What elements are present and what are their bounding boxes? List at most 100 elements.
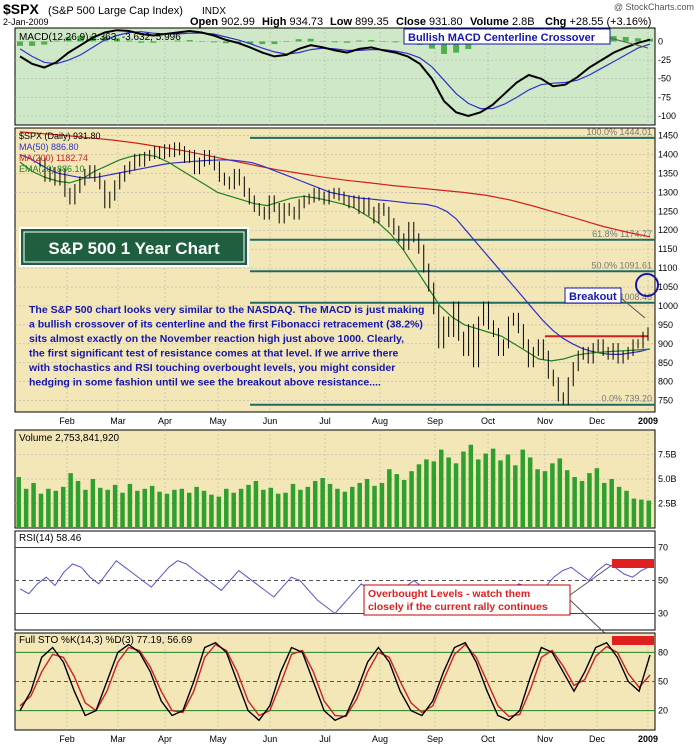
volume-bar-42	[327, 483, 333, 528]
macd-histogram-bar-9	[126, 40, 133, 42]
volume-tick-label-1: 5.0B	[658, 474, 677, 484]
commentary-line-3: the first significant test of resistance…	[29, 348, 399, 360]
volume-legend-text: Volume 2,753,841,920	[19, 433, 120, 444]
symbol-text: $SPX	[3, 1, 39, 17]
volume-bar-69	[527, 457, 533, 528]
volume-bar-62	[476, 459, 481, 528]
price-legend-1: MA(50) 886.80	[19, 142, 79, 152]
price-month-8: Oct	[481, 416, 496, 426]
rsi-tick-label-1: 50	[658, 576, 668, 586]
price-month-1: Mar	[110, 416, 126, 426]
ma200-line	[19, 131, 651, 238]
volume-bar-83	[631, 498, 637, 528]
macd-histogram-bar-26	[332, 41, 338, 43]
macd-histogram-bar-27	[344, 41, 351, 43]
volume-bar-37	[290, 483, 296, 528]
macd-histogram-bar-17	[222, 41, 229, 44]
macd-histogram-bar-13	[174, 40, 181, 42]
macd-histogram-bar-31	[392, 41, 399, 43]
macd-histogram-bar-4	[65, 36, 72, 42]
volume-bar-75	[572, 477, 577, 528]
volume-tick-label-0: 2.5B	[658, 499, 677, 509]
volume-bar-34	[268, 487, 273, 528]
macd-histogram-bar-16	[210, 41, 217, 43]
volume-bar-26	[209, 494, 214, 528]
price-tick-label-14: 1450	[658, 131, 678, 141]
stat-5-text: Chg +28.55 (+3.16%)	[545, 16, 651, 28]
rsi-overbought-marker	[612, 559, 654, 568]
volume-bar-30	[238, 488, 244, 528]
volume-bar-46	[357, 482, 362, 528]
stat-0-text: Open 902.99	[190, 16, 255, 28]
sto-month-8: Oct	[481, 734, 496, 744]
macd-histogram-bar-50	[622, 36, 629, 42]
fib-label-3: 38.2% 1008.46	[591, 292, 652, 302]
sto-month-0: Feb	[59, 734, 75, 744]
price-month-11: 2009	[638, 416, 658, 426]
volume-bar-55	[424, 459, 429, 528]
macd-tick-label-1: -25	[658, 55, 671, 65]
commentary-line-0: The S&P 500 chart looks very similar to …	[29, 304, 424, 316]
volume-bar-7	[68, 473, 73, 528]
sto-month-5: Jul	[319, 734, 331, 744]
macd-histogram-bar-0	[17, 41, 23, 46]
ema20-line	[19, 153, 651, 362]
volume-bar-9	[83, 489, 88, 528]
volume-bar-19	[157, 491, 162, 528]
price-tick-label-5: 1000	[658, 301, 678, 311]
breakout-text: Breakout	[569, 291, 617, 303]
volume-bar-5	[53, 490, 59, 528]
volume-bar-43	[335, 488, 340, 528]
sto-k-line	[19, 641, 651, 722]
volume-bar-22	[179, 488, 185, 528]
price-month-3: May	[209, 416, 227, 426]
macd-histogram-bar-19	[247, 41, 254, 44]
sto-month-2: Apr	[158, 734, 172, 744]
volume-bar-64	[490, 448, 496, 528]
volume-bar-77	[587, 473, 592, 528]
price-tick-label-2: 850	[658, 358, 673, 368]
macd-histogram-bar-34	[428, 41, 435, 49]
volume-bar-65	[498, 460, 503, 528]
volume-bar-61	[468, 444, 474, 528]
rsi-legend-text: RSI(14) 58.46	[19, 533, 82, 544]
price-tick-label-4: 950	[658, 320, 673, 330]
volume-bar-76	[579, 480, 585, 528]
volume-bar-29	[231, 492, 236, 528]
fib-label-2: 50.0% 1091.61	[591, 260, 652, 270]
sto-month-10: Dec	[589, 734, 606, 744]
stat-4-text: Volume 2.8B	[470, 16, 535, 28]
volume-bar-27	[216, 496, 222, 528]
sto-month-11: 2009	[638, 734, 658, 744]
macd-histogram-bar-23	[295, 39, 302, 42]
commentary-line-1: a bullish crossover of its centerline an…	[29, 319, 423, 331]
sto-overbought-marker	[612, 636, 654, 645]
price-tick-label-10: 1250	[658, 206, 678, 216]
exchange-text: INDX	[202, 6, 226, 17]
volume-bar-47	[364, 479, 370, 528]
macd-histogram-bar-3	[53, 40, 60, 42]
macd-histogram-bar-8	[113, 38, 120, 42]
sto-tick-label-2: 80	[658, 647, 668, 657]
price-tick-label-12: 1350	[658, 168, 678, 178]
volume-bar-17	[142, 488, 147, 528]
price-tick-label-8: 1150	[658, 244, 677, 254]
volume-bar-63	[483, 453, 488, 528]
volume-bar-45	[350, 486, 355, 528]
volume-bar-56	[431, 461, 437, 528]
rsi-annotation-box	[363, 584, 571, 616]
stat-1-text: High 934.73	[262, 16, 323, 28]
volume-bar-39	[305, 486, 311, 528]
date-text: 2-Jan-2009	[3, 17, 49, 27]
rsi-annotation-text-1: closely if the current rally continues	[368, 601, 548, 613]
volume-bar-80	[609, 479, 614, 528]
macd-histogram-bar-2	[41, 41, 48, 45]
volume-bar-78	[594, 468, 600, 528]
volume-bar-70	[535, 469, 540, 528]
volume-bar-66	[505, 454, 511, 528]
volume-bar-41	[320, 478, 325, 528]
macd-tick-label-3: -75	[658, 92, 671, 102]
macd-histogram-bar-24	[307, 38, 314, 42]
volume-bar-51	[394, 474, 399, 528]
sto-legend-text: Full STO %K(14,3) %D(3) 77.19, 56.69	[19, 635, 193, 646]
